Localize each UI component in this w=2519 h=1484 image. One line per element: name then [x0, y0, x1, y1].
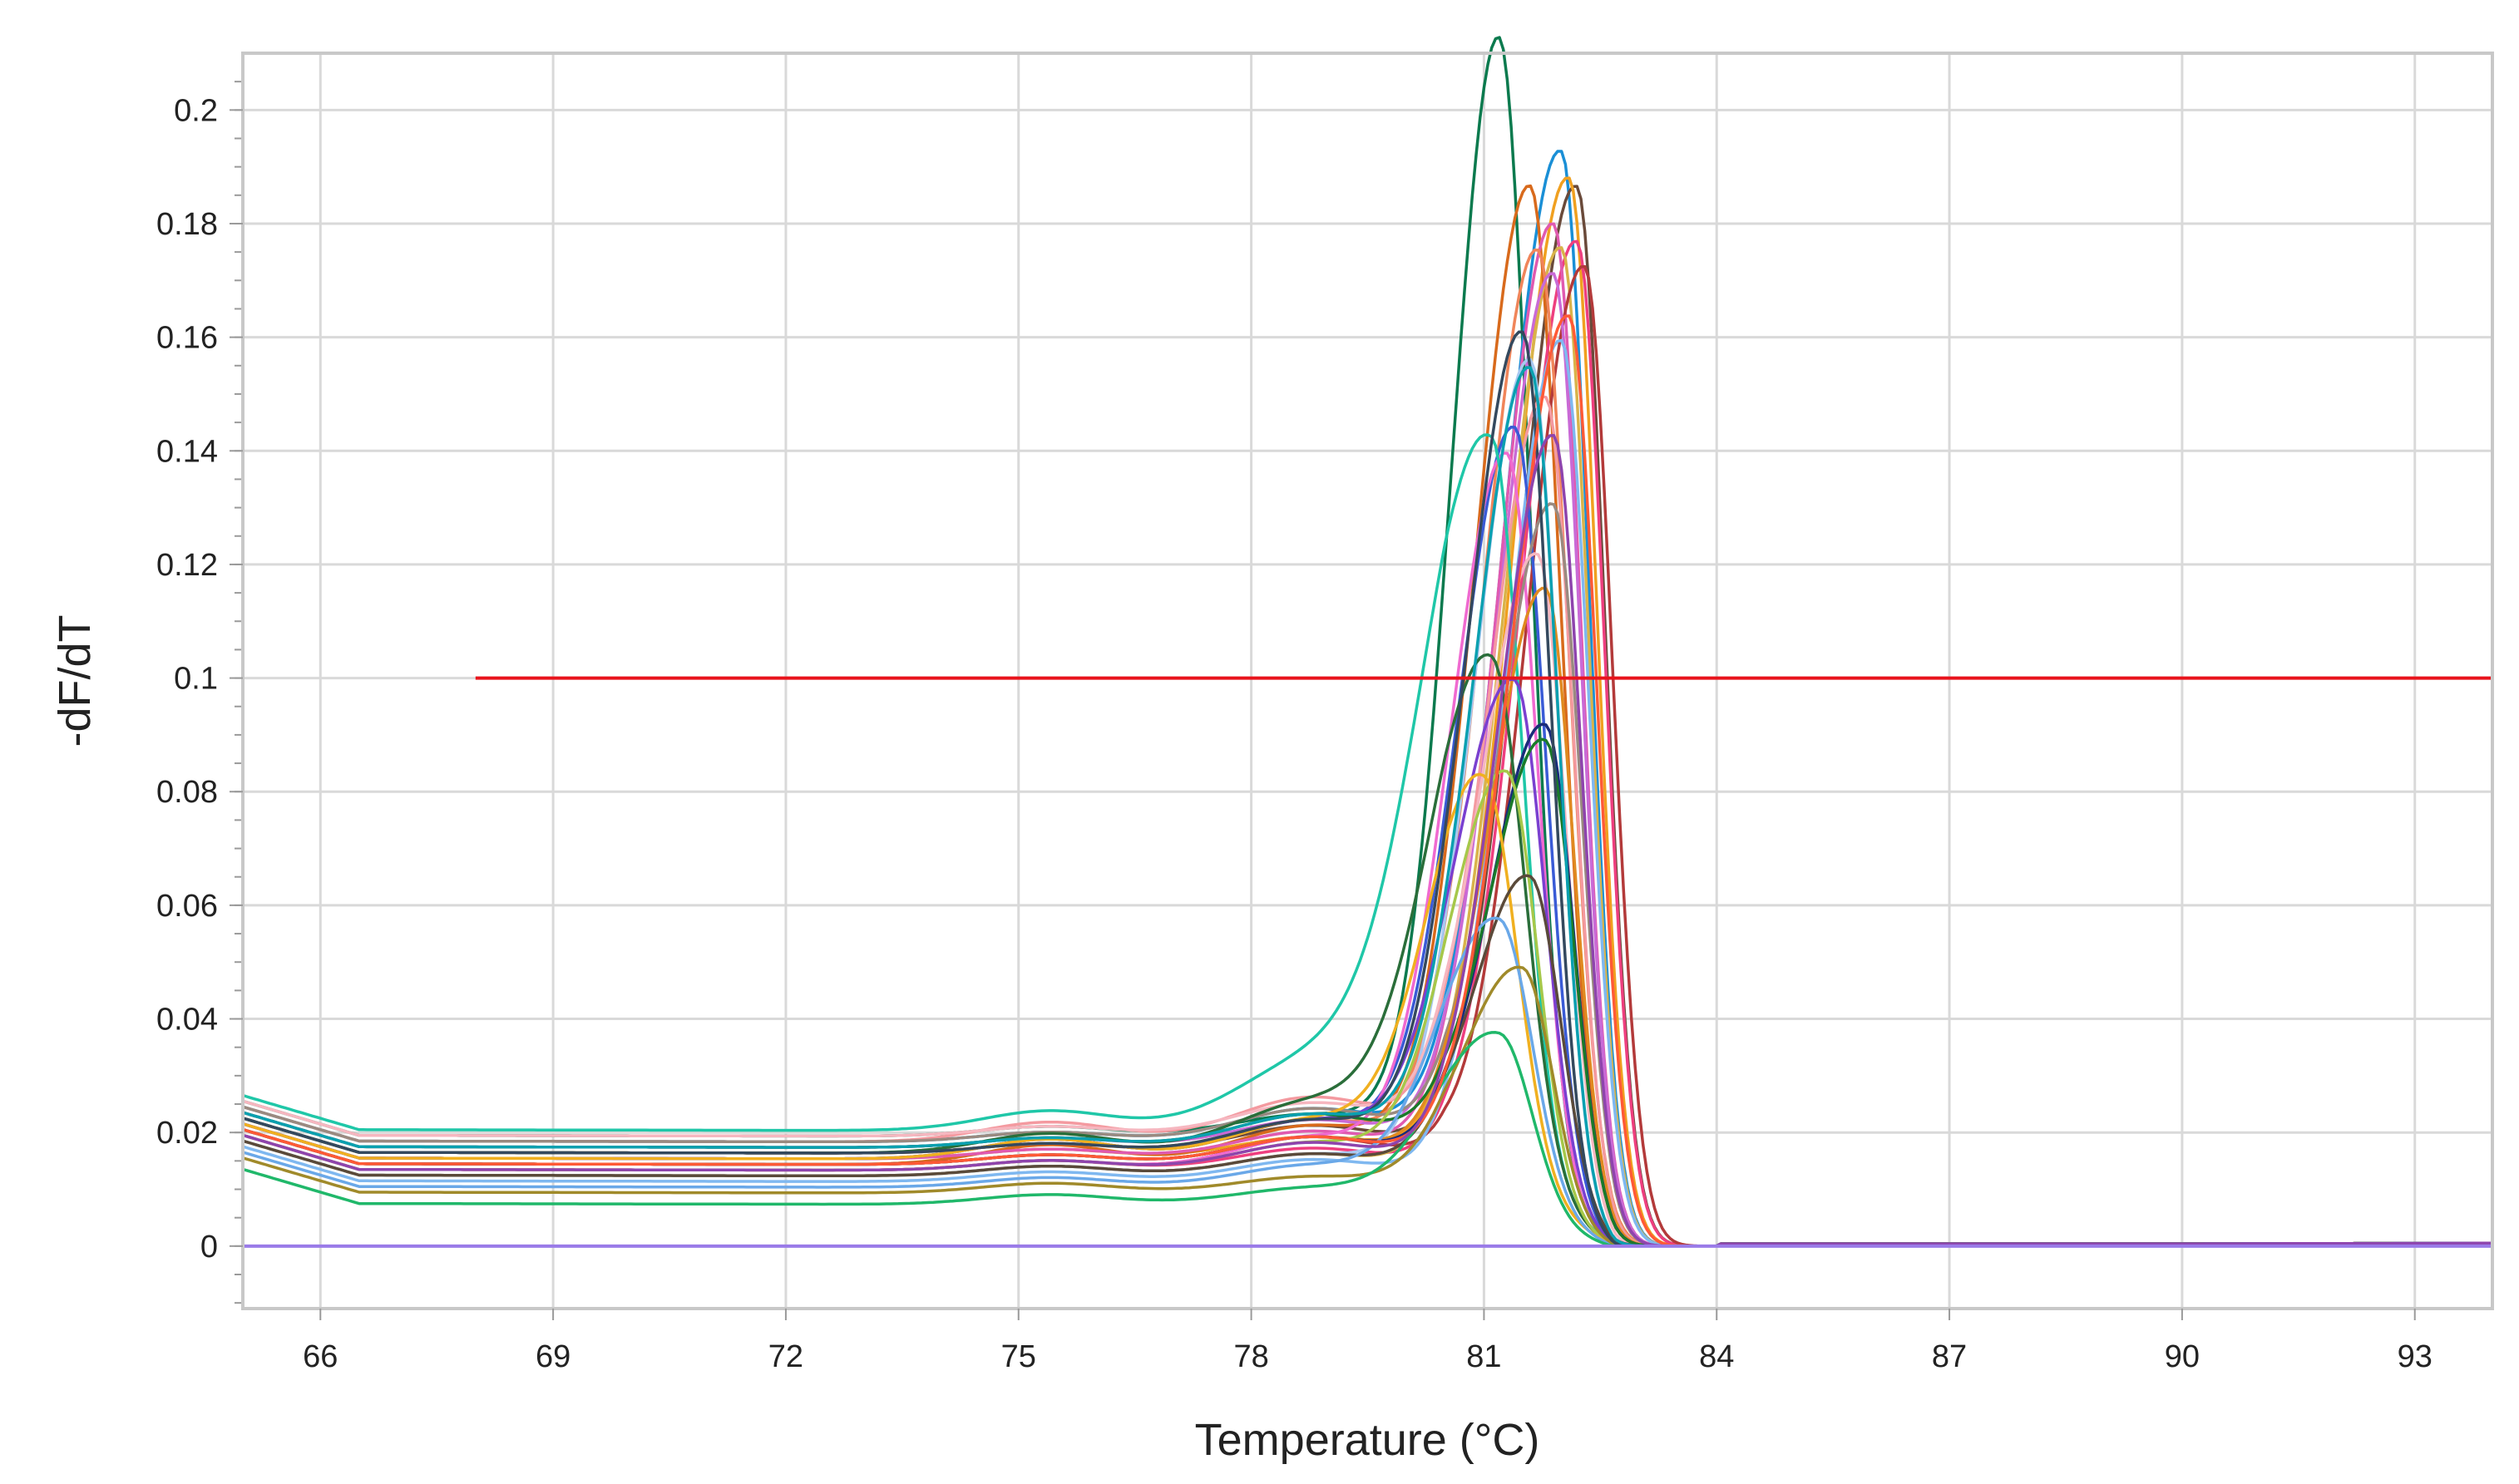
- y-tick-label: 0.18: [156, 207, 218, 242]
- x-axis-label: Temperature (°C): [1195, 1415, 1540, 1465]
- x-tick-label: 87: [1932, 1339, 1967, 1374]
- y-tick-labels: 0 0.02 0.04 0.06 0.08 0.1 0.12 0.14 0.16 0.18 0.2: [156, 93, 243, 1265]
- y-tick-label: 0.12: [156, 548, 218, 583]
- x-tick-labels: 66 69 72 75 78 81 84 87 90 93: [303, 1309, 2433, 1374]
- x-tick-label: 78: [1233, 1339, 1268, 1374]
- x-tick-label: 81: [1466, 1339, 1501, 1374]
- y-tick-label: 0.06: [156, 889, 218, 924]
- series-line: [242, 433, 2492, 1248]
- y-tick-label: 0.16: [156, 321, 218, 356]
- y-axis-label: -dF/dT: [50, 614, 100, 747]
- overlay-lines: [243, 676, 2492, 1248]
- y-tick-label: 0: [200, 1230, 218, 1265]
- y-tick-label: 0.14: [156, 434, 218, 469]
- x-tick-label: 72: [768, 1339, 803, 1374]
- x-tick-label: 66: [303, 1339, 338, 1374]
- y-tick-label: 0.02: [156, 1116, 218, 1151]
- plot-frame: [241, 52, 2494, 1310]
- x-tick-label: 90: [2165, 1339, 2200, 1374]
- y-tick-label: 0.04: [156, 1003, 218, 1038]
- y-tick-label: 0.2: [174, 93, 218, 128]
- x-tick-label: 84: [1699, 1339, 1734, 1374]
- x-tick-label: 93: [2398, 1339, 2433, 1374]
- x-tick-label: 69: [536, 1339, 570, 1374]
- y-tick-label: 0.1: [174, 662, 218, 697]
- y-tick-label: 0.08: [156, 775, 218, 810]
- series-group: [242, 36, 2492, 1248]
- x-tick-label: 75: [1001, 1339, 1036, 1374]
